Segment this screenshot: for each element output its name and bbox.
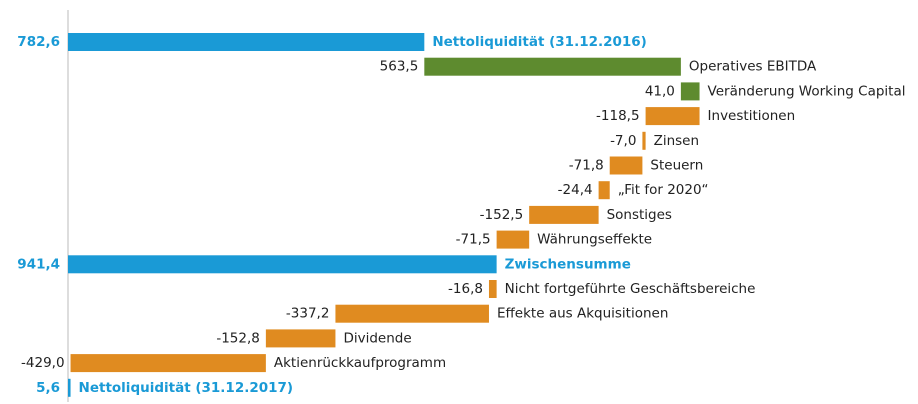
bar [496, 230, 530, 249]
value-label: -7,0 [610, 133, 636, 149]
value-label: 941,4 [17, 256, 60, 272]
bar [68, 378, 71, 397]
category-label: Zwischensumme [505, 256, 631, 272]
value-label: -16,8 [448, 281, 483, 297]
category-label: Sonstiges [607, 207, 672, 223]
bar [680, 82, 700, 101]
value-label: -152,8 [216, 330, 260, 346]
bar [68, 255, 497, 274]
category-label: Steuern [650, 158, 703, 174]
value-label: -71,5 [456, 232, 491, 248]
bar [609, 156, 643, 175]
category-label: Investitionen [708, 108, 796, 124]
category-label: Nicht fortgeführte Geschäftsbereiche [505, 281, 756, 297]
bar [424, 57, 681, 76]
category-label: Nettoliquidität (31.12.2016) [432, 34, 647, 50]
category-label: Nettoliquidität (31.12.2017) [79, 380, 294, 396]
category-label: Veränderung Working Capital [708, 83, 906, 99]
value-label: -337,2 [286, 306, 330, 322]
category-label: Aktienrückkaufprogramm [274, 355, 446, 371]
bar [645, 107, 700, 126]
category-label: Operatives EBITDA [689, 59, 817, 75]
bar [642, 131, 646, 150]
value-label: -118,5 [596, 108, 640, 124]
category-label: Währungseffekte [537, 232, 652, 248]
value-label: -24,4 [558, 182, 593, 198]
category-label: Dividende [343, 330, 411, 346]
value-label: 563,5 [380, 59, 419, 75]
bar [265, 329, 336, 348]
bar [70, 354, 266, 373]
bar [68, 33, 425, 51]
bar [488, 280, 497, 298]
bar [335, 304, 489, 323]
bar [529, 205, 599, 224]
value-label: -429,0 [21, 355, 65, 371]
category-label: Effekte aus Akquisitionen [497, 306, 668, 322]
value-label: 5,6 [36, 380, 60, 396]
category-label: Zinsen [654, 133, 699, 149]
value-label: 41,0 [645, 83, 675, 99]
value-label: -71,8 [569, 158, 604, 174]
bar [598, 181, 610, 200]
category-label: „Fit for 2020“ [618, 182, 709, 198]
value-label: -152,5 [480, 207, 524, 223]
value-label: 782,6 [17, 34, 60, 50]
